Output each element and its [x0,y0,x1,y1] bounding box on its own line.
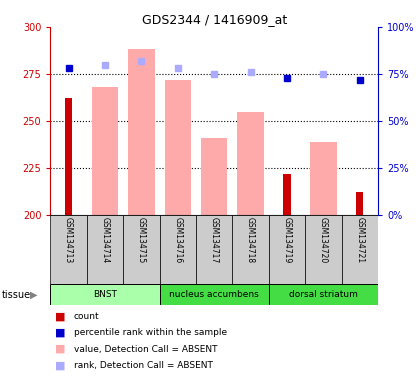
Text: GSM134713: GSM134713 [64,217,73,263]
Bar [269,215,305,284]
Bar [160,284,269,305]
Text: count: count [74,312,99,321]
Text: ■: ■ [55,344,65,354]
Bar [87,215,123,284]
Text: value, Detection Call = ABSENT: value, Detection Call = ABSENT [74,344,217,354]
Bar [50,284,160,305]
Text: percentile rank within the sample: percentile rank within the sample [74,328,227,338]
Bar [341,215,378,284]
Bar [123,215,160,284]
Bar [128,50,155,215]
Text: GSM134714: GSM134714 [100,217,110,263]
Bar [92,87,118,215]
Bar [237,112,264,215]
Text: ■: ■ [55,328,65,338]
Bar [305,215,341,284]
Text: rank, Detection Call = ABSENT: rank, Detection Call = ABSENT [74,361,213,370]
Title: GDS2344 / 1416909_at: GDS2344 / 1416909_at [142,13,287,26]
Text: dorsal striatum: dorsal striatum [289,290,358,299]
Bar [201,138,227,215]
Bar [310,142,336,215]
Text: ■: ■ [55,312,65,322]
Bar [50,215,87,284]
Text: ■: ■ [55,360,65,370]
Text: GSM134717: GSM134717 [210,217,219,263]
Bar [356,192,363,215]
Bar [284,174,291,215]
Text: nucleus accumbens: nucleus accumbens [169,290,259,299]
Bar [165,79,191,215]
Text: GSM134720: GSM134720 [319,217,328,263]
Bar [232,215,269,284]
Text: tissue: tissue [2,290,31,300]
Text: GSM134719: GSM134719 [283,217,291,263]
Text: GSM134718: GSM134718 [246,217,255,263]
Text: ▶: ▶ [30,290,38,300]
Bar [269,284,378,305]
Text: GSM134721: GSM134721 [355,217,364,263]
Bar [65,98,72,215]
Bar [196,215,232,284]
Bar [160,215,196,284]
Text: GSM134715: GSM134715 [137,217,146,263]
Text: BNST: BNST [93,290,117,299]
Text: GSM134716: GSM134716 [173,217,182,263]
